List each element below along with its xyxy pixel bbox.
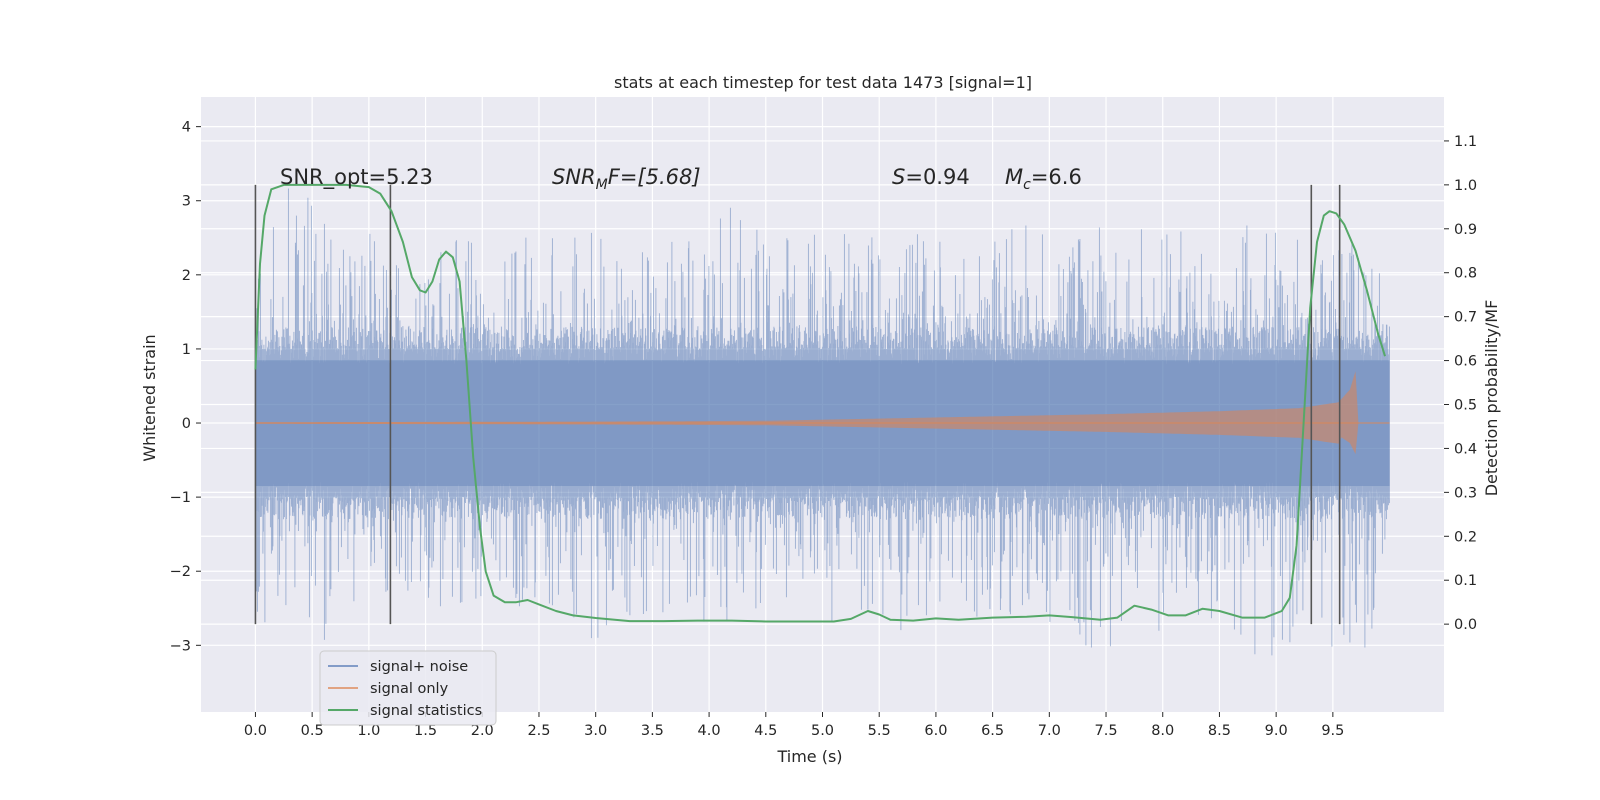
legend-box [319, 650, 497, 726]
annotation-snr-mf-value: F=[5.68] [608, 165, 701, 189]
vertical-markers [254, 184, 1341, 625]
x-tick-label: 3.5 [641, 723, 664, 739]
x-tick-label: 0.5 [301, 723, 324, 739]
x-tick-label: 1.0 [357, 723, 380, 739]
y2-tick-label: 0.0 [1454, 617, 1477, 633]
annotation-snr-mf: SNRMF=[5.68] [552, 165, 701, 193]
y-tick-label: 4 [182, 120, 191, 136]
y2-tick-label: 1.0 [1454, 178, 1477, 194]
y-tick-label: −2 [170, 564, 191, 580]
y2-tick-label: 0.8 [1454, 266, 1477, 282]
x-tick-label: 9.5 [1321, 723, 1344, 739]
x-tick-label: 8.5 [1208, 723, 1231, 739]
annotation-snr-mf-symbol: SNR [552, 165, 596, 189]
y2-tick-label: 1.1 [1454, 134, 1477, 150]
y-tick-label: 3 [182, 194, 191, 210]
axis-ticks: 0.0 0.5 1.0 1.5 2.0 2.5 3.0 3.5 4.0 4.5 5.0 5.5 6.0 6… [170, 120, 1477, 739]
annotation-s-value: S=0.94 [892, 165, 970, 189]
x-tick-label: 6.5 [981, 723, 1004, 739]
signal-statistics-line [254, 183, 1386, 623]
annotation-s-number: =0.94 [905, 165, 969, 189]
x-tick-label: 4.0 [698, 723, 721, 739]
legend: signal+ noise signal only signal statistic… [319, 650, 497, 726]
x-tick-label: 2.5 [527, 723, 550, 739]
x-tick-label: 5.0 [811, 723, 834, 739]
chart-title: stats at each timestep for test data 147… [614, 73, 1032, 92]
x-tick-label: 9.0 [1265, 723, 1288, 739]
x-tick-label: 1.5 [414, 723, 437, 739]
y2-tick-label: 0.2 [1454, 529, 1477, 545]
x-tick-label: 4.5 [754, 723, 777, 739]
annotation-mc-value: =6.6 [1031, 165, 1082, 189]
legend-label: signal only [370, 681, 449, 697]
y2-tick-label: 0.7 [1454, 310, 1477, 326]
x-tick-label: 5.5 [868, 723, 891, 739]
x-tick-label: 0.0 [244, 723, 267, 739]
legend-label: signal+ noise [370, 659, 468, 675]
y-tick-label: −3 [170, 638, 191, 654]
legend-label: signal statistics [370, 703, 482, 719]
x-axis-label: Time (s) [776, 747, 842, 766]
annotation-mc-symbol: M [1005, 165, 1023, 189]
y2-tick-label: 0.4 [1454, 441, 1477, 457]
y-tick-label: −1 [170, 490, 191, 506]
annotation-mc: Mc=6.6 [1005, 165, 1082, 193]
y-axis-label: Whitened strain [140, 334, 159, 461]
y-tick-label: 0 [182, 416, 191, 432]
signal-only-series [255, 371, 1390, 455]
x-tick-label: 2.0 [471, 723, 494, 739]
y2-tick-label: 0.9 [1454, 222, 1477, 238]
x-tick-label: 7.0 [1038, 723, 1061, 739]
x-tick-label: 8.0 [1151, 723, 1174, 739]
y-tick-label: 1 [182, 342, 191, 358]
y2-tick-label: 0.3 [1454, 485, 1477, 501]
x-tick-label: 7.5 [1094, 723, 1117, 739]
y2-axis-label: Detection probability/MF [1482, 300, 1501, 497]
annotation-snr-mf-subscript: M [596, 177, 608, 193]
x-tick-label: 6.0 [924, 723, 947, 739]
signal-statistics-series [254, 183, 1386, 623]
y2-tick-label: 0.6 [1454, 354, 1477, 370]
annotation-snr-opt: SNR_opt=5.23 [280, 165, 433, 190]
x-tick-label: 3.0 [584, 723, 607, 739]
annotation-mc-subscript: c [1023, 177, 1031, 193]
y2-tick-label: 0.1 [1454, 573, 1477, 589]
y-tick-label: 2 [182, 268, 191, 284]
y2-tick-label: 0.5 [1454, 398, 1477, 414]
